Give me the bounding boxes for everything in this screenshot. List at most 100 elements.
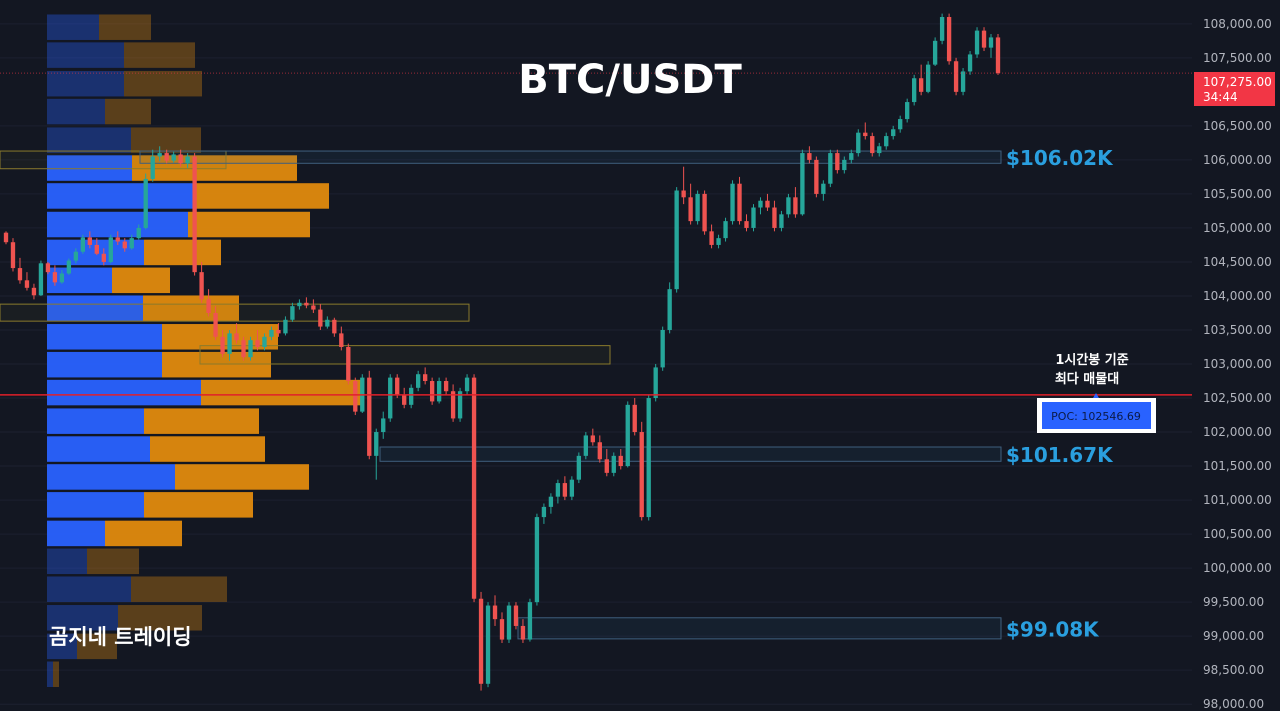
candle-body[interactable] <box>751 207 756 228</box>
candle-body[interactable] <box>562 483 568 497</box>
candle-body[interactable] <box>311 305 316 310</box>
candle-body[interactable] <box>604 459 609 473</box>
candle-body[interactable] <box>779 214 784 228</box>
candle-body[interactable] <box>290 306 295 320</box>
candle-body[interactable] <box>569 479 575 497</box>
candle-body[interactable] <box>674 190 679 290</box>
candle-body[interactable] <box>199 272 204 300</box>
candle-body[interactable] <box>835 153 840 171</box>
candle-body[interactable] <box>932 40 938 65</box>
candle-body[interactable] <box>24 280 30 288</box>
candle-body[interactable] <box>262 336 267 347</box>
candle-body[interactable] <box>772 207 777 228</box>
candle-body[interactable] <box>122 241 127 249</box>
candle-body[interactable] <box>995 37 1001 74</box>
candle-body[interactable] <box>695 193 700 222</box>
candle-body[interactable] <box>807 153 812 160</box>
candle-body[interactable] <box>918 78 924 92</box>
candle-body[interactable] <box>94 244 99 254</box>
candlestick-series[interactable] <box>3 13 1001 691</box>
candle-body[interactable] <box>136 227 141 239</box>
candle-body[interactable] <box>702 193 707 232</box>
candle-body[interactable] <box>436 381 442 402</box>
candle-body[interactable] <box>213 312 218 337</box>
candle-body[interactable] <box>276 329 281 334</box>
candle-body[interactable] <box>667 289 672 330</box>
candle-body[interactable] <box>10 242 16 269</box>
candle-body[interactable] <box>101 253 106 262</box>
candle-body[interactable] <box>332 319 337 334</box>
candle-body[interactable] <box>793 197 798 215</box>
candle-body[interactable] <box>800 153 805 215</box>
candle-body[interactable] <box>576 455 582 480</box>
candle-body[interactable] <box>471 377 477 599</box>
candle-body[interactable] <box>87 237 92 245</box>
candle-body[interactable] <box>164 153 169 161</box>
candle-body[interactable] <box>842 159 847 171</box>
candle-body[interactable] <box>409 387 414 405</box>
candle-body[interactable] <box>723 221 728 239</box>
candle-body[interactable] <box>45 263 51 273</box>
candle-body[interactable] <box>611 455 616 473</box>
candle-body[interactable] <box>863 132 868 137</box>
candle-body[interactable] <box>115 237 120 242</box>
candle-body[interactable] <box>367 377 372 456</box>
candle-body[interactable] <box>17 268 23 281</box>
candle-body[interactable] <box>814 159 819 194</box>
candle-body[interactable] <box>988 37 994 48</box>
candle-body[interactable] <box>506 605 512 640</box>
candle-body[interactable] <box>912 78 917 103</box>
candle-body[interactable] <box>828 153 833 184</box>
candle-body[interactable] <box>660 329 665 368</box>
candle-body[interactable] <box>108 237 113 262</box>
candle-body[interactable] <box>898 119 903 130</box>
candle-body[interactable] <box>157 153 162 157</box>
candle-body[interactable] <box>248 340 253 358</box>
candle-body[interactable] <box>527 602 533 640</box>
candle-body[interactable] <box>765 200 770 208</box>
candle-body[interactable] <box>646 398 651 518</box>
candle-body[interactable] <box>297 302 302 307</box>
candle-body[interactable] <box>388 377 393 419</box>
candle-body[interactable] <box>395 377 400 395</box>
candle-body[interactable] <box>478 598 484 684</box>
candle-body[interactable] <box>870 136 875 154</box>
candle-body[interactable] <box>618 455 623 467</box>
candle-body[interactable] <box>653 367 658 399</box>
candle-body[interactable] <box>967 54 973 72</box>
candle-body[interactable] <box>416 374 421 388</box>
candle-body[interactable] <box>220 336 225 354</box>
candle-body[interactable] <box>737 183 742 222</box>
candle-body[interactable] <box>709 231 714 245</box>
candle-body[interactable] <box>981 30 987 48</box>
candle-body[interactable] <box>534 517 540 603</box>
candle-body[interactable] <box>346 346 351 382</box>
candle-body[interactable] <box>192 156 197 273</box>
candle-body[interactable] <box>325 319 330 327</box>
candle-body[interactable] <box>234 333 239 341</box>
candle-body[interactable] <box>681 190 686 198</box>
candle-body[interactable] <box>227 333 232 354</box>
candle-body[interactable] <box>905 102 910 120</box>
candle-body[interactable] <box>548 496 554 507</box>
candle-body[interactable] <box>80 237 86 252</box>
candle-body[interactable] <box>73 251 79 261</box>
candle-body[interactable] <box>884 136 889 147</box>
candle-body[interactable] <box>513 605 519 626</box>
candle-body[interactable] <box>464 377 470 392</box>
candle-body[interactable] <box>856 132 861 154</box>
price-axis[interactable]: 108,000.00 107,500.00 106,500.00 106,000.00… <box>1203 17 1272 711</box>
candle-body[interactable] <box>730 183 735 222</box>
candle-body[interactable] <box>639 432 644 518</box>
candle-body[interactable] <box>541 506 547 518</box>
candle-body[interactable] <box>939 17 945 41</box>
candle-body[interactable] <box>946 17 952 62</box>
candle-body[interactable] <box>625 404 630 467</box>
candle-body[interactable] <box>422 374 428 382</box>
candle-body[interactable] <box>402 394 407 405</box>
candle-body[interactable] <box>925 64 931 92</box>
candle-body[interactable] <box>688 197 693 222</box>
candle-body[interactable] <box>59 273 65 283</box>
candle-body[interactable] <box>31 287 37 296</box>
